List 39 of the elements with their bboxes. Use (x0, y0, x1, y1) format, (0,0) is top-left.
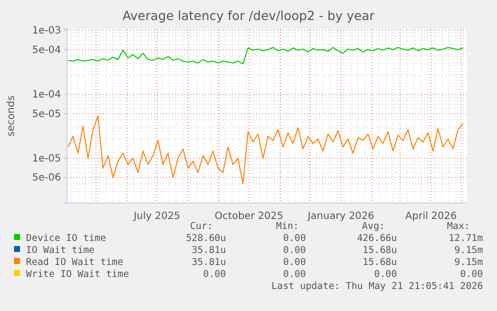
text: Cur: (190, 221, 213, 232)
text: 35.81u (192, 245, 226, 256)
x-tick-label: April 2026 (405, 211, 457, 222)
line-series (68, 115, 464, 184)
text: 12.71m (448, 233, 484, 244)
text: 35.81u (192, 257, 226, 268)
y-tick-label: 1e-04 (32, 90, 61, 101)
text: 0.00 (283, 245, 306, 256)
text: Max: (447, 221, 470, 232)
legend-label: IO Wait time (26, 245, 95, 256)
text: 0.00 (283, 233, 306, 244)
text: 0.00 (283, 269, 306, 280)
y-tick-label: 1e-05 (32, 153, 61, 164)
y-tick-label: 5e-04 (32, 44, 61, 56)
text: 426.66u (356, 233, 397, 244)
x-tick-label: October 2025 (214, 211, 284, 222)
text: 9.15m (454, 257, 484, 268)
text: Min: (276, 221, 299, 232)
text: 0.00 (374, 269, 398, 280)
legend-label: Write IO Wait time (26, 269, 130, 280)
text: 0.00 (460, 269, 484, 280)
text: Last update: Thu May 21 21:05:41 2026 (271, 281, 484, 292)
text: 15.68u (362, 245, 397, 256)
text: 9.15m (454, 245, 484, 256)
chart-title: Average latency for /dev/loop2 - by year (122, 8, 376, 23)
x-tick-label: July 2025 (132, 211, 180, 222)
legend-label: Device IO time (26, 233, 106, 244)
text: 0.00 (283, 257, 306, 268)
y-tick-label: 5e-05 (32, 108, 61, 120)
text: Avg: (362, 221, 385, 232)
line-series (68, 46, 464, 64)
y-tick-label: 1e-03 (32, 26, 61, 37)
text: 15.68u (362, 257, 397, 268)
y-tick-label: 5e-06 (32, 172, 61, 184)
text: 528.60u (186, 233, 226, 244)
text: 0.00 (203, 269, 226, 280)
x-tick-label: January 2026 (306, 211, 374, 222)
legend-label: Read IO Wait time (26, 257, 124, 268)
y-axis-title: seconds (6, 96, 17, 136)
